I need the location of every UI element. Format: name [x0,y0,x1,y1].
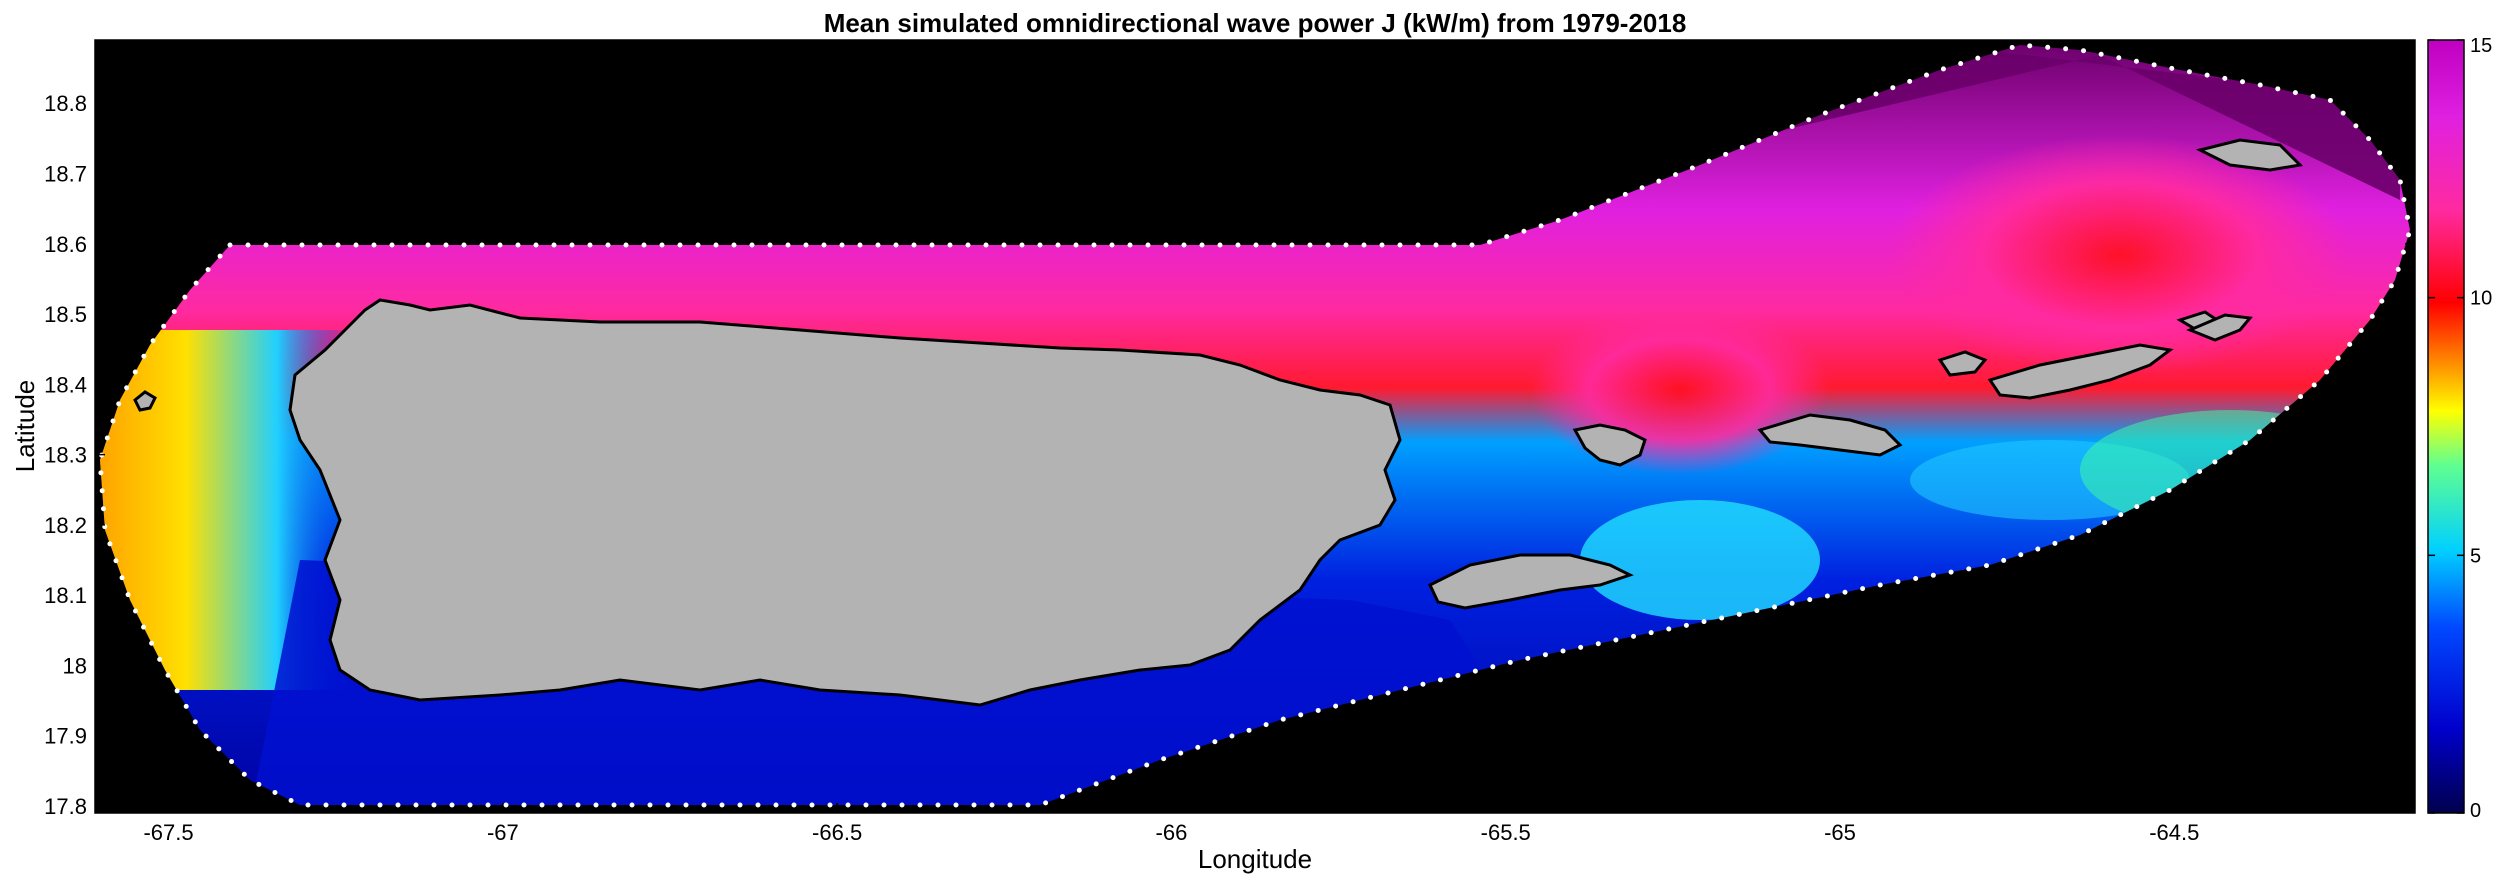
y-tick-label: 18 [63,653,87,678]
colorbar: 0 5 10 15 [2427,35,2492,822]
y-tick-label: 18.6 [44,232,87,257]
y-tick-label: 18.1 [44,583,87,608]
y-tick-label: 18.5 [44,302,87,327]
colorbar-tick-label: 0 [2470,800,2481,822]
y-tick-label: 18.8 [44,91,87,116]
colorbar-tick-label: 15 [2470,35,2492,57]
y-axis: 17.8 17.9 18 18.1 18.2 18.3 18.4 18.5 18.6 18.7 18… [44,91,2415,819]
y-tick-label: 18.7 [44,162,87,187]
colorbar-tick-label: 10 [2470,288,2492,310]
land [133,138,2304,707]
x-tick-label: -65 [1824,820,1856,845]
x-tick-label: -67.5 [143,820,193,845]
colorbar-tick-label: 5 [2470,545,2481,567]
x-tick-label: -66.5 [812,820,862,845]
x-axis-label: Longitude [1198,844,1312,874]
axes-box [94,39,2416,814]
virgin-gorda [2186,313,2253,342]
chart-title: Mean simulated omnidirectional wave powe… [824,8,1687,38]
mona-island [133,390,157,412]
colorbar-gradient [2427,39,2465,814]
y-tick-label: 18.4 [44,372,87,397]
y-axis-label: Latitude [10,380,40,473]
y-tick-label: 18.3 [44,443,87,468]
st-john-tortola [1987,343,2174,400]
small-cays-1 [1937,350,1988,377]
y-tick-label: 17.9 [44,724,87,749]
x-tick-label: -65.5 [1481,820,1531,845]
y-tick-label: 17.8 [44,794,87,819]
x-tick-label: -67 [487,820,519,845]
x-tick-label: -64.5 [2149,820,2199,845]
culebra [1572,423,1647,467]
puerto-rico [288,298,1402,707]
vieques [1428,553,1634,610]
x-tick-label: -66 [1156,820,1188,845]
y-tick-label: 18.2 [44,513,87,538]
x-axis: -67.5 -67 -66.5 -66 -65.5 -65 -64.5 [143,40,2199,845]
st-thomas [1757,413,1903,457]
anegada [2195,138,2304,172]
